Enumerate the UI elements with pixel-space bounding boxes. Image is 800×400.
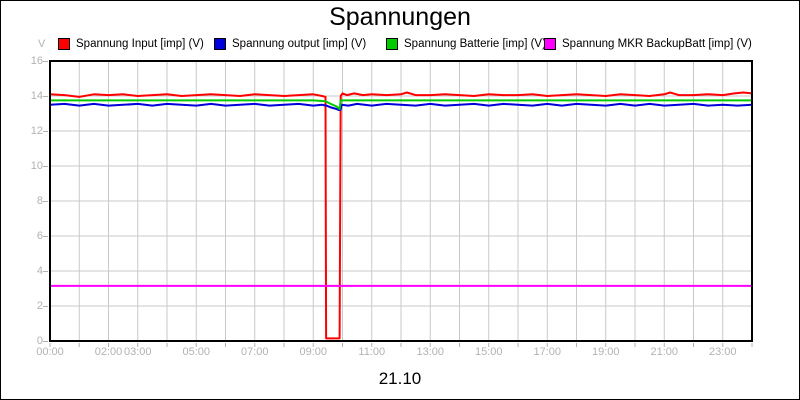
x-tick-label: 07:00 bbox=[240, 346, 269, 358]
series-line-output bbox=[49, 102, 753, 111]
series-line-input bbox=[49, 91, 753, 340]
y-tick-label: 2 bbox=[36, 300, 43, 312]
y-tick-label: 4 bbox=[36, 265, 43, 277]
y-tick-label: 0 bbox=[36, 335, 43, 347]
legend-label-input: Spannung Input [imp] (V) bbox=[76, 37, 204, 50]
y-tick-label: 6 bbox=[36, 230, 43, 242]
legend-label-batterie: Spannung Batterie [imp] (V) bbox=[404, 37, 546, 50]
x-tick-label: 09:00 bbox=[299, 346, 328, 358]
y-axis-tick bbox=[43, 341, 48, 342]
y-tick-label: 12 bbox=[30, 125, 43, 137]
x-tick-label: 00:00 bbox=[36, 346, 64, 358]
legend-swatch-red-icon bbox=[58, 37, 70, 50]
legend-item-batterie: Spannung Batterie [imp] (V) bbox=[386, 37, 546, 50]
x-tick-label: 11:00 bbox=[358, 346, 386, 358]
y-axis-tick bbox=[43, 306, 48, 307]
plot-svg bbox=[49, 60, 753, 347]
y-axis-tick bbox=[43, 201, 48, 202]
y-tick-label: 16 bbox=[30, 55, 43, 67]
y-tick-label: 14 bbox=[30, 90, 43, 102]
legend-item-output: Spannung output [imp] (V) bbox=[214, 37, 366, 50]
legend-label-output: Spannung output [imp] (V) bbox=[232, 37, 367, 50]
date-label: 21.10 bbox=[378, 369, 422, 388]
y-axis-tick bbox=[43, 131, 48, 132]
plot-border bbox=[49, 60, 753, 342]
legend-item-backupbatt: Spannung MKR BackupBatt [imp] (V) bbox=[544, 37, 752, 50]
legend-item-input: Spannung Input [imp] (V) bbox=[58, 37, 204, 50]
legend-swatch-blue-icon bbox=[214, 37, 226, 50]
y-axis-unit-label: V bbox=[38, 38, 46, 50]
x-tick-label: 05:00 bbox=[182, 346, 211, 358]
legend-swatch-green-icon bbox=[386, 37, 398, 50]
y-axis-tick bbox=[43, 61, 48, 62]
y-axis-tick bbox=[43, 96, 48, 97]
x-tick-label: 21:00 bbox=[650, 346, 679, 358]
y-tick-label: 10 bbox=[30, 160, 43, 172]
y-axis-tick bbox=[43, 271, 48, 272]
x-tick-label: 17:00 bbox=[533, 346, 562, 358]
y-axis-tick bbox=[43, 236, 48, 237]
x-tick-label: 19:00 bbox=[591, 346, 620, 358]
chart-title: Spannungen bbox=[329, 3, 471, 31]
legend-swatch-magenta-icon bbox=[544, 37, 556, 50]
legend-label-backupbatt: Spannung MKR BackupBatt [imp] (V) bbox=[562, 37, 752, 50]
x-tick-label: 23:00 bbox=[708, 346, 737, 358]
series-line-batterie bbox=[50, 99, 752, 111]
y-axis-tick bbox=[43, 166, 48, 167]
x-tick-label: 13:00 bbox=[416, 346, 445, 358]
x-tick-label: 03:00 bbox=[123, 346, 152, 358]
x-tick-label: 15:00 bbox=[474, 346, 503, 358]
y-tick-label: 8 bbox=[36, 195, 43, 207]
x-tick-label: 02:00 bbox=[94, 346, 123, 358]
